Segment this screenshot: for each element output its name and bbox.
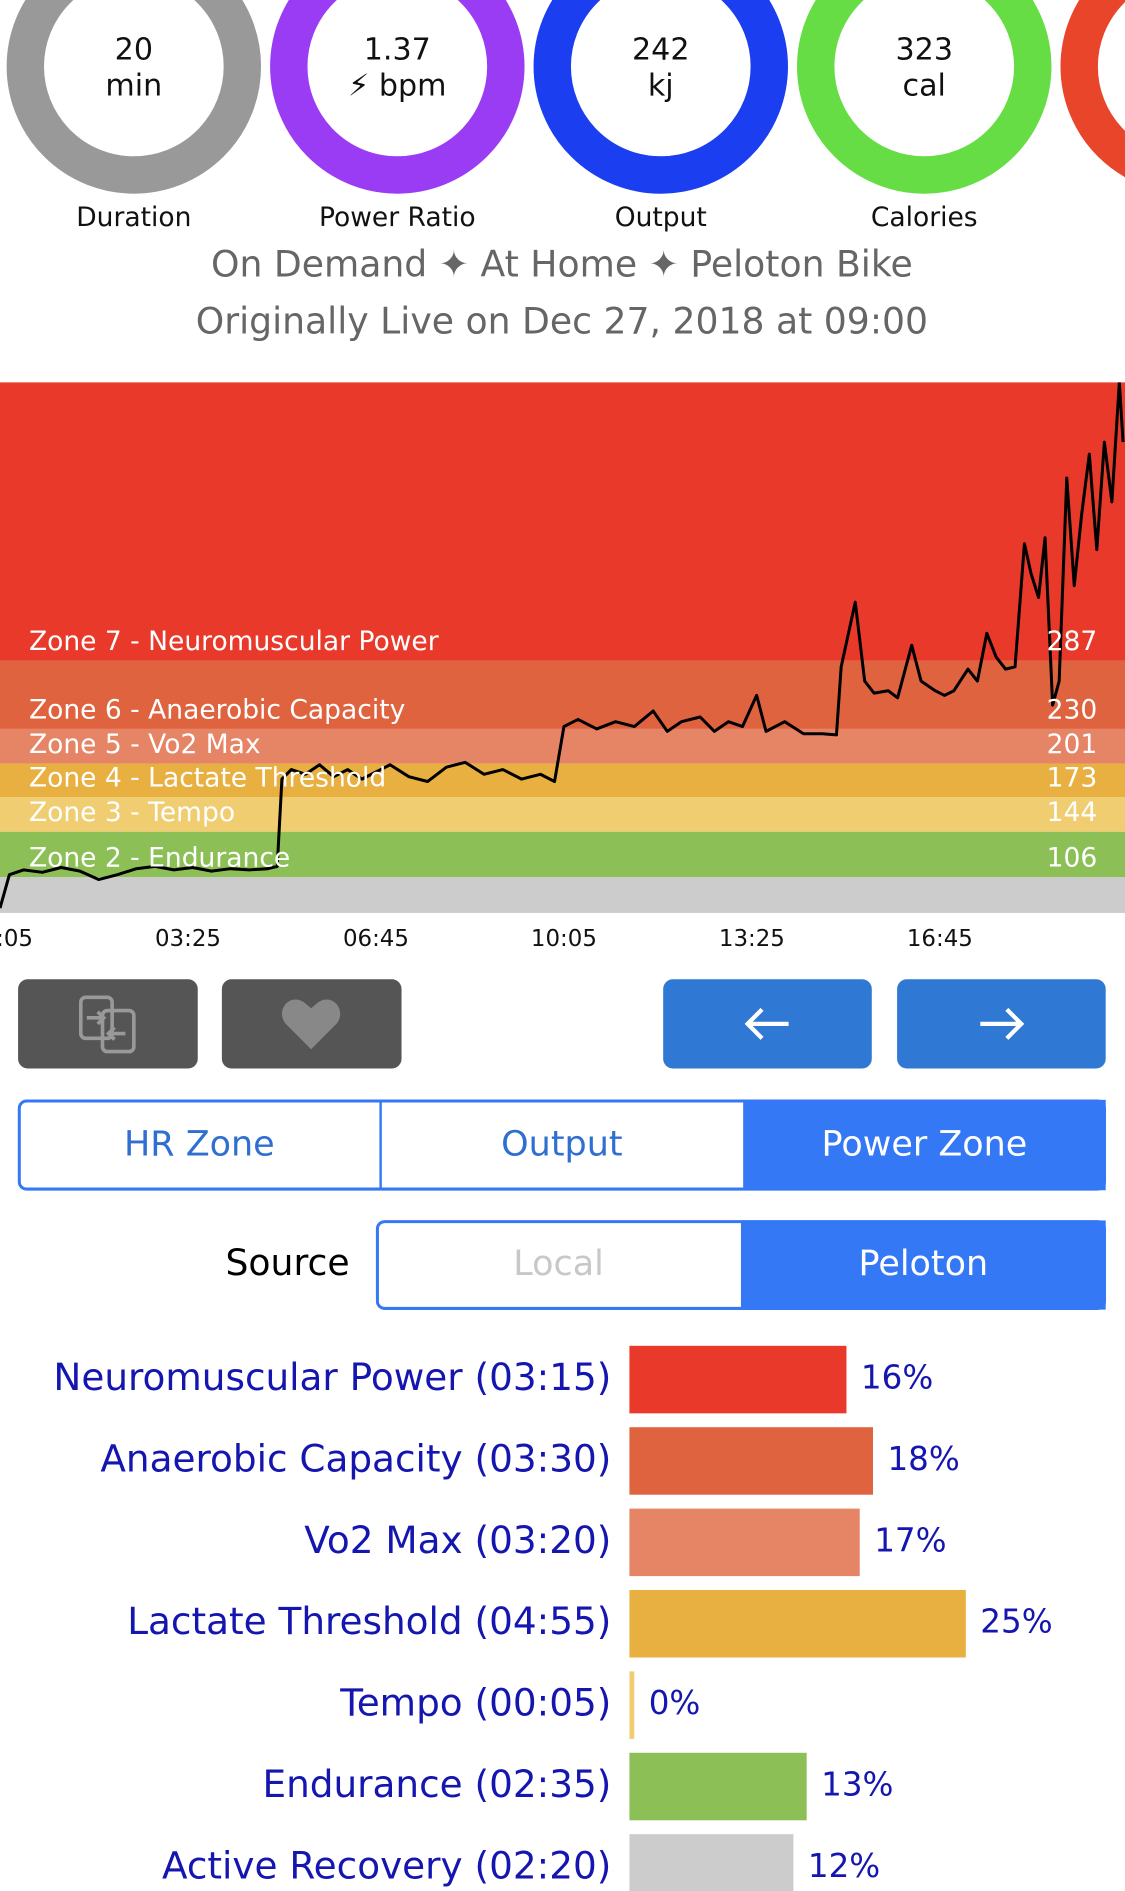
zone-bar-label: Lactate Threshold (04:55)	[127, 1599, 611, 1643]
buttons	[18, 979, 1106, 1069]
ring-value: 323	[895, 32, 953, 67]
source-option-label: Local	[513, 1244, 604, 1284]
zone-bar-value: 13%	[821, 1766, 893, 1804]
ring-unit: min	[105, 68, 162, 103]
zone-name: Zone 7 - Neuromuscular Power	[29, 626, 439, 657]
zone-bar-value: 16%	[861, 1359, 933, 1397]
zone-threshold: 230	[1047, 694, 1098, 725]
tab-label: HR Zone	[124, 1125, 275, 1165]
heart-icon	[281, 999, 341, 1050]
zone-name: Zone 6 - Anaerobic Capacity	[29, 694, 405, 725]
zone-threshold: 144	[1047, 797, 1098, 828]
zone-name: Zone 3 - Tempo	[29, 797, 235, 828]
x-tick-label: 06:45	[343, 926, 409, 952]
tab[interactable]	[743, 1099, 1106, 1191]
ring	[6, 0, 262, 194]
x-tick-label: 10:05	[531, 926, 597, 952]
zone-band	[0, 382, 1125, 661]
ring	[270, 0, 525, 194]
source-option[interactable]	[376, 1220, 741, 1310]
zone-bar	[629, 1508, 860, 1577]
zone-bar	[629, 1589, 966, 1658]
ring	[1060, 0, 1125, 177]
zone-bar	[629, 1345, 847, 1414]
copy-button[interactable]	[18, 979, 198, 1069]
zone-bar	[629, 1752, 807, 1821]
zone-bar-value: 12%	[808, 1847, 880, 1885]
zone-bar	[629, 1671, 635, 1739]
source-option-label: Peloton	[858, 1244, 988, 1284]
subtitle: Originally Live on Dec 27, 2018 at 09:00	[196, 299, 928, 342]
ring-label: Duration	[76, 202, 191, 233]
zone-threshold: 106	[1047, 843, 1098, 874]
zone-band	[0, 797, 1125, 832]
ring-unit: kj	[648, 68, 674, 103]
ring	[797, 0, 1052, 194]
zone-band	[0, 763, 1125, 798]
ring-value: 242	[632, 32, 689, 67]
x-tick-label: 00:05	[0, 926, 33, 952]
ring-label: Output	[615, 202, 707, 233]
tab-label: Power Zone	[822, 1125, 1028, 1165]
zone-threshold: 287	[1047, 626, 1098, 657]
x-tick-label: 16:45	[907, 926, 973, 952]
source-border	[375, 1220, 1107, 1310]
tab-label: Output	[501, 1125, 622, 1165]
zone-bar-value: 25%	[980, 1603, 1052, 1641]
x-tick-label: 03:25	[155, 926, 221, 952]
power-line	[0, 382, 1125, 909]
ring-unit: ⚡ bpm	[348, 68, 446, 103]
copy-icon	[78, 995, 136, 1054]
zone-bar-label: Vo2 Max (03:20)	[304, 1518, 611, 1562]
zone-bar-value: 18%	[887, 1440, 959, 1478]
ring-label: Power Ratio	[319, 202, 476, 233]
zone-bar	[629, 1834, 794, 1891]
zone-bar	[629, 1427, 873, 1495]
zone-threshold: 173	[1047, 762, 1098, 793]
zone-threshold: 201	[1047, 729, 1098, 760]
zone-name: Zone 5 - Vo2 Max	[29, 729, 261, 760]
zone-bar-label: Endurance (02:35)	[263, 1762, 612, 1806]
zone-name: Zone 2 - Endurance	[29, 843, 290, 874]
zone-band	[0, 660, 1125, 729]
source-option[interactable]	[740, 1220, 1106, 1310]
tab-border	[17, 1099, 1107, 1191]
tab[interactable]	[380, 1099, 744, 1191]
subtitle: On Demand ✦ At Home ✦ Peloton Bike	[211, 243, 913, 286]
ring-label: Calories	[871, 202, 978, 233]
ring-unit: cal	[903, 68, 946, 103]
zone-band	[0, 877, 1125, 913]
ring-value: 1.37	[364, 32, 431, 67]
ring-value: 20	[115, 32, 153, 67]
zone-name: Zone 4 - Lactate Threshold	[29, 762, 386, 793]
zone-bar-label: Anaerobic Capacity (03:30)	[100, 1436, 611, 1480]
ring	[533, 0, 788, 194]
zone-bar-label: Neuromuscular Power (03:15)	[53, 1355, 611, 1399]
tab[interactable]	[18, 1099, 381, 1191]
zone-bar-value: 0%	[649, 1684, 701, 1722]
zone-bar-label: Active Recovery (02:20)	[162, 1843, 611, 1887]
source-label: Source	[225, 1241, 349, 1284]
arrow-right	[980, 1007, 1025, 1040]
zone-bar-label: Tempo (00:05)	[339, 1681, 611, 1725]
arrow-left	[744, 1007, 789, 1040]
zone-bar-value: 17%	[874, 1521, 946, 1559]
x-tick-label: 13:25	[719, 926, 785, 952]
